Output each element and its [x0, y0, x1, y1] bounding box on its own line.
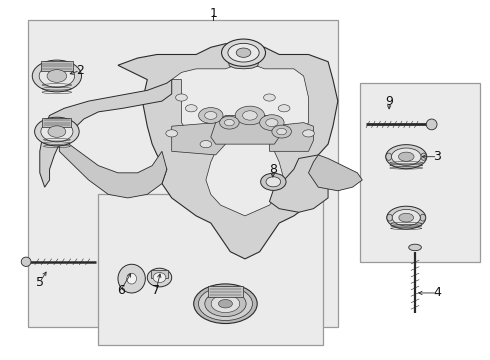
Ellipse shape: [205, 112, 217, 120]
Ellipse shape: [41, 121, 73, 142]
Polygon shape: [309, 155, 362, 191]
Ellipse shape: [118, 264, 146, 293]
Ellipse shape: [266, 177, 281, 187]
Polygon shape: [172, 123, 225, 155]
Polygon shape: [59, 137, 167, 198]
Ellipse shape: [219, 300, 232, 308]
Ellipse shape: [392, 148, 421, 165]
Ellipse shape: [47, 70, 67, 82]
Text: 6: 6: [117, 284, 125, 297]
Bar: [360, 83, 480, 262]
Ellipse shape: [153, 273, 166, 283]
Polygon shape: [40, 80, 171, 187]
Ellipse shape: [185, 105, 197, 112]
Bar: [27, 21, 338, 327]
FancyBboxPatch shape: [151, 270, 168, 278]
Ellipse shape: [243, 111, 257, 120]
Text: 2: 2: [76, 64, 84, 77]
Ellipse shape: [35, 117, 79, 146]
Ellipse shape: [175, 94, 187, 101]
Polygon shape: [211, 116, 279, 144]
Ellipse shape: [205, 291, 246, 316]
Ellipse shape: [392, 210, 420, 226]
Ellipse shape: [194, 284, 257, 324]
Ellipse shape: [228, 43, 259, 62]
Ellipse shape: [420, 214, 425, 221]
Ellipse shape: [277, 129, 287, 135]
FancyBboxPatch shape: [43, 118, 72, 127]
Ellipse shape: [266, 119, 278, 127]
Ellipse shape: [272, 125, 292, 138]
Ellipse shape: [236, 48, 251, 57]
Ellipse shape: [303, 130, 315, 137]
Text: 1: 1: [209, 7, 217, 20]
Polygon shape: [228, 55, 259, 69]
Ellipse shape: [421, 153, 427, 160]
Ellipse shape: [399, 213, 414, 222]
Ellipse shape: [39, 64, 74, 87]
Ellipse shape: [21, 257, 31, 266]
Text: 4: 4: [433, 287, 441, 300]
Ellipse shape: [221, 39, 266, 66]
Ellipse shape: [260, 115, 284, 131]
Text: 5: 5: [36, 276, 44, 289]
Ellipse shape: [426, 119, 437, 130]
Ellipse shape: [166, 130, 177, 137]
Text: 8: 8: [269, 163, 277, 176]
Ellipse shape: [224, 120, 234, 126]
Ellipse shape: [261, 173, 286, 190]
Ellipse shape: [198, 287, 252, 320]
Polygon shape: [172, 62, 309, 216]
Bar: [98, 194, 323, 345]
Ellipse shape: [387, 206, 426, 229]
Ellipse shape: [386, 153, 392, 160]
Ellipse shape: [200, 140, 212, 148]
Polygon shape: [270, 155, 328, 212]
Ellipse shape: [211, 295, 240, 312]
Ellipse shape: [127, 273, 137, 284]
Ellipse shape: [147, 268, 172, 287]
Ellipse shape: [409, 244, 421, 251]
Polygon shape: [270, 123, 314, 151]
Text: 9: 9: [385, 95, 393, 108]
Ellipse shape: [278, 105, 290, 112]
Polygon shape: [118, 44, 338, 259]
Ellipse shape: [198, 108, 223, 123]
FancyBboxPatch shape: [41, 60, 73, 71]
FancyBboxPatch shape: [208, 286, 243, 297]
Ellipse shape: [235, 106, 265, 125]
Text: 7: 7: [152, 284, 160, 297]
Ellipse shape: [387, 214, 392, 221]
Ellipse shape: [386, 145, 427, 169]
Ellipse shape: [398, 152, 414, 161]
Ellipse shape: [220, 116, 239, 129]
Ellipse shape: [32, 60, 81, 92]
Ellipse shape: [264, 94, 275, 101]
Text: 3: 3: [434, 150, 441, 163]
Ellipse shape: [48, 126, 66, 137]
